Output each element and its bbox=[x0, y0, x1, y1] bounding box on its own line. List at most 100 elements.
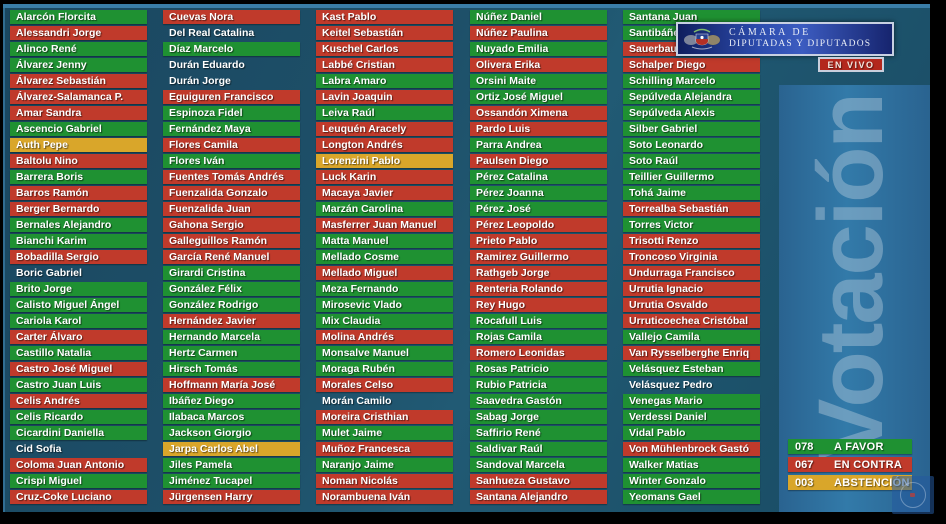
deputy-row: Sepúlveda Alejandra bbox=[623, 90, 760, 104]
left-edge-strip bbox=[3, 4, 5, 512]
deputy-row: Durán Jorge bbox=[169, 75, 231, 87]
deputy-row: Celis Andrés bbox=[10, 394, 147, 408]
total-favor: 078 A FAVOR bbox=[788, 439, 912, 454]
deputy-row: Schalper Diego bbox=[623, 58, 760, 72]
deputy-row: Torres Victor bbox=[623, 218, 760, 232]
deputy-row: Macaya Javier bbox=[316, 186, 453, 200]
deputy-row: Venegas Mario bbox=[623, 394, 760, 408]
logo-line-2: DIPUTADAS Y DIPUTADOS bbox=[729, 39, 872, 50]
deputy-row: Olivera Erika bbox=[470, 58, 607, 72]
deputy-row: Fuentes Tomás Andrés bbox=[163, 170, 300, 184]
deputy-row: Bianchi Karim bbox=[10, 234, 147, 248]
deputy-row: Silber Gabriel bbox=[623, 122, 760, 136]
deputy-row: Amar Sandra bbox=[10, 106, 147, 120]
deputy-row: Walker Matias bbox=[623, 458, 760, 472]
deputy-row: Pérez Joanna bbox=[470, 186, 607, 200]
deputy-row: Jiles Pamela bbox=[163, 458, 300, 472]
deputy-row: Paulsen Diego bbox=[470, 154, 607, 168]
total-count: 003 bbox=[795, 476, 814, 489]
deputy-row: Trisotti Renzo bbox=[623, 234, 760, 248]
total-contra: 067 EN CONTRA bbox=[788, 457, 912, 472]
deputy-row: Ilabaca Marcos bbox=[163, 410, 300, 424]
vote-column-4: Núñez Daniel Núñez Paulina Nuyado Emilia Ol… bbox=[470, 10, 607, 504]
deputy-row: Hoffmann María José bbox=[163, 378, 300, 392]
deputy-row: Girardi Cristina bbox=[163, 266, 300, 280]
deputy-row: Orsini Maite bbox=[470, 74, 607, 88]
total-label: ABSTENCIÓN bbox=[834, 476, 910, 489]
deputy-row: Barros Ramón bbox=[10, 186, 147, 200]
deputy-row: Morales Celso bbox=[316, 378, 453, 392]
deputy-row: Keitel Sebastián bbox=[316, 26, 453, 40]
deputy-row: Alessandri Jorge bbox=[10, 26, 147, 40]
deputy-row: Soto Raúl bbox=[623, 154, 760, 168]
deputy-row: Núñez Paulina bbox=[470, 26, 607, 40]
logo-line-1: CÁMARA DE bbox=[729, 27, 811, 39]
deputy-row: Vallejo Camila bbox=[623, 330, 760, 344]
deputy-row: Mellado Cosme bbox=[316, 250, 453, 264]
deputy-row: Hernando Marcela bbox=[163, 330, 300, 344]
deputy-row: Ibáñez Diego bbox=[163, 394, 300, 408]
deputy-row: Rey Hugo bbox=[470, 298, 607, 312]
deputy-row: Schilling Marcelo bbox=[623, 74, 760, 88]
deputy-row: Ortiz José Miguel bbox=[470, 90, 607, 104]
total-label: A FAVOR bbox=[834, 440, 884, 453]
deputy-row: Saffirio René bbox=[470, 426, 607, 440]
deputy-row: Verdessi Daniel bbox=[623, 410, 760, 424]
deputy-row: Cicardini Daniella bbox=[10, 426, 147, 440]
chamber-logo: CÁMARA DE DIPUTADAS Y DIPUTADOS bbox=[676, 22, 894, 56]
deputy-row: Saldivar Raúl bbox=[470, 442, 607, 456]
deputy-row: Cuevas Nora bbox=[163, 10, 300, 24]
deputy-row: Velásquez Esteban bbox=[623, 362, 760, 376]
deputy-row: Parra Andrea bbox=[470, 138, 607, 152]
deputy-row: Naranjo Jaime bbox=[316, 458, 453, 472]
deputy-row: Lavin Joaquin bbox=[316, 90, 453, 104]
live-badge: EN VIVO bbox=[818, 57, 884, 72]
deputy-row: Bernales Alejandro bbox=[10, 218, 147, 232]
deputy-row: Saavedra Gastón bbox=[470, 394, 607, 408]
deputy-row: Pérez Leopoldo bbox=[470, 218, 607, 232]
deputy-row: Masferrer Juan Manuel bbox=[316, 218, 453, 232]
deputy-row: Romero Leonidas bbox=[470, 346, 607, 360]
deputy-row: Kast Pablo bbox=[316, 10, 453, 24]
deputy-row: Galleguillos Ramón bbox=[163, 234, 300, 248]
deputy-row: Mulet Jaime bbox=[316, 426, 453, 440]
deputy-row: Rocafull Luis bbox=[470, 314, 607, 328]
total-abstencion: 003 ABSTENCIÓN bbox=[788, 475, 912, 490]
deputy-row: Urruticoechea Cristóbal bbox=[623, 314, 760, 328]
deputy-row: Alarcón Florcita bbox=[10, 10, 147, 24]
deputy-row: Leiva Raúl bbox=[316, 106, 453, 120]
deputy-row: Sanhueza Gustavo bbox=[470, 474, 607, 488]
deputy-row: Urrutia Ignacio bbox=[623, 282, 760, 296]
votacion-vertical-label: Votación bbox=[800, 94, 902, 460]
deputy-row: Van Rysselberghe Enriq bbox=[623, 346, 760, 360]
deputy-row: Winter Gonzalo bbox=[623, 474, 760, 488]
deputy-row: González Rodrigo bbox=[163, 298, 300, 312]
total-count: 067 bbox=[795, 458, 814, 471]
deputy-row: Meza Fernando bbox=[316, 282, 453, 296]
deputy-row: Hertz Carmen bbox=[163, 346, 300, 360]
deputy-row: Hirsch Tomás bbox=[163, 362, 300, 376]
deputy-row: Molina Andrés bbox=[316, 330, 453, 344]
deputy-row: Prieto Pablo bbox=[470, 234, 607, 248]
deputy-row: Hernández Javier bbox=[163, 314, 300, 328]
deputy-row: Baltolu Nino bbox=[10, 154, 147, 168]
deputy-row: Mellado Miguel bbox=[316, 266, 453, 280]
deputy-row: Soto Leonardo bbox=[623, 138, 760, 152]
deputy-row: Morán Camilo bbox=[322, 395, 392, 407]
deputy-row: Labra Amaro bbox=[316, 74, 453, 88]
deputy-row: Von Mühlenbrock Gastó bbox=[623, 442, 760, 456]
deputy-row: Barrera Boris bbox=[10, 170, 147, 184]
deputy-row: Gahona Sergio bbox=[163, 218, 300, 232]
vote-column-1: Alarcón Florcita Alessandri Jorge Alinco R… bbox=[10, 10, 147, 504]
deputy-row: Mirosevic Vlado bbox=[316, 298, 453, 312]
deputy-row: Pardo Luis bbox=[470, 122, 607, 136]
deputy-row: Leuquén Aracely bbox=[316, 122, 453, 136]
deputy-row: Pérez José bbox=[470, 202, 607, 216]
deputy-row: Del Real Catalina bbox=[169, 27, 255, 39]
vote-column-3: Kast Pablo Keitel Sebastián Kuschel Carlos… bbox=[316, 10, 453, 504]
deputy-row: Moreira Cristhian bbox=[316, 410, 453, 424]
deputy-row: Ossandón Ximena bbox=[470, 106, 607, 120]
deputy-row: Torrealba Sebastián bbox=[623, 202, 760, 216]
deputy-row: Jiménez Tucapel bbox=[163, 474, 300, 488]
voting-board-background bbox=[3, 4, 930, 512]
